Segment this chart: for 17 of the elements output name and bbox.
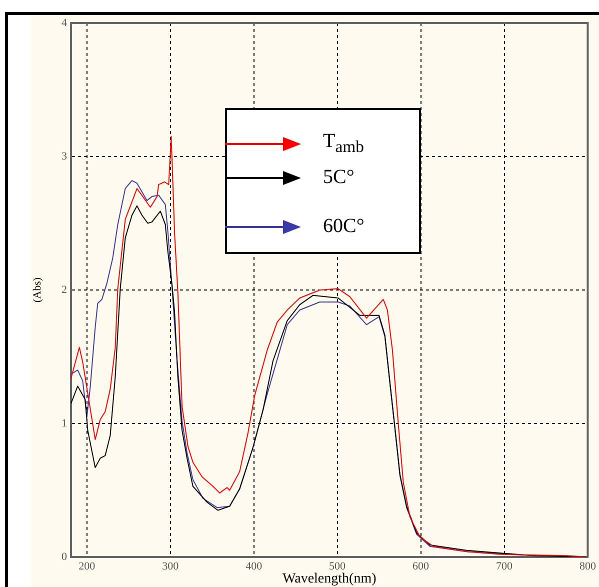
legend-label: T$_{amb}$ <box>323 130 364 157</box>
legend-label: 60C° <box>323 215 364 238</box>
y-tick-label: 1 <box>62 417 67 430</box>
x-tick-label: 800 <box>580 560 596 572</box>
x-tick-label: 500 <box>329 560 346 572</box>
y-tick-label: 4 <box>62 16 68 29</box>
y-tick-label: 3 <box>62 150 68 162</box>
x-tick-label: 200 <box>78 560 96 572</box>
y-tick-label: 2 <box>62 284 67 296</box>
x-axis-title: Wavelength(nm) <box>282 571 377 586</box>
x-tick-label: 400 <box>246 560 263 572</box>
x-tick-label: 300 <box>162 560 180 572</box>
legend-label: 5C° <box>323 166 354 189</box>
x-tick-label: 600 <box>412 560 430 572</box>
y-tick-label: 0 <box>62 550 68 563</box>
y-axis-title: (Abs) <box>31 277 44 303</box>
x-tick-label: 700 <box>496 560 514 572</box>
